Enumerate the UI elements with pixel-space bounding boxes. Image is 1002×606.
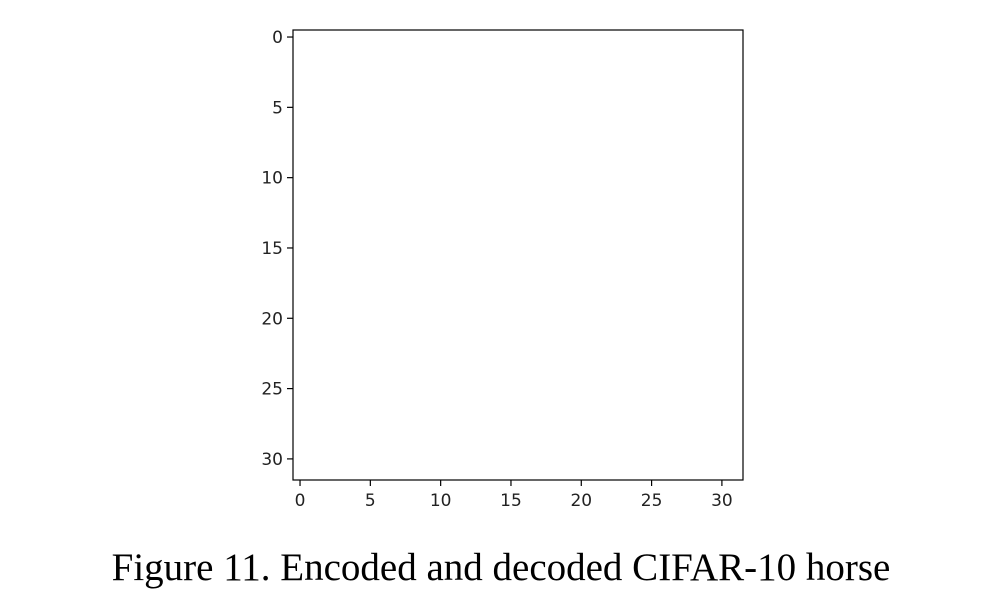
x-tick-label: 25 [641, 491, 663, 511]
x-tick-label: 5 [365, 491, 376, 511]
x-tick-label: 10 [430, 491, 452, 511]
y-axis: 0 5 10 15 20 25 30 [261, 28, 293, 470]
image-plot: 0 5 10 15 20 25 30 0 5 10 15 20 25 30 [261, 28, 744, 511]
x-tick-label: 0 [295, 491, 306, 511]
horse-image [293, 30, 743, 480]
y-tick-label: 0 [272, 28, 283, 48]
y-tick-label: 25 [261, 380, 283, 400]
figure-caption: Figure 11. Encoded and decoded CIFAR-10 … [111, 546, 891, 589]
y-tick-label: 10 [261, 169, 283, 189]
y-tick-label: 20 [261, 309, 283, 329]
y-tick-label: 30 [261, 450, 283, 470]
x-tick-label: 15 [500, 491, 522, 511]
x-tick-label: 20 [570, 491, 592, 511]
x-axis: 0 5 10 15 20 25 30 [295, 480, 733, 511]
y-tick-label: 5 [272, 98, 283, 118]
x-tick-label: 30 [711, 491, 733, 511]
axes-frame [292, 29, 744, 481]
y-tick-label: 15 [261, 239, 283, 259]
